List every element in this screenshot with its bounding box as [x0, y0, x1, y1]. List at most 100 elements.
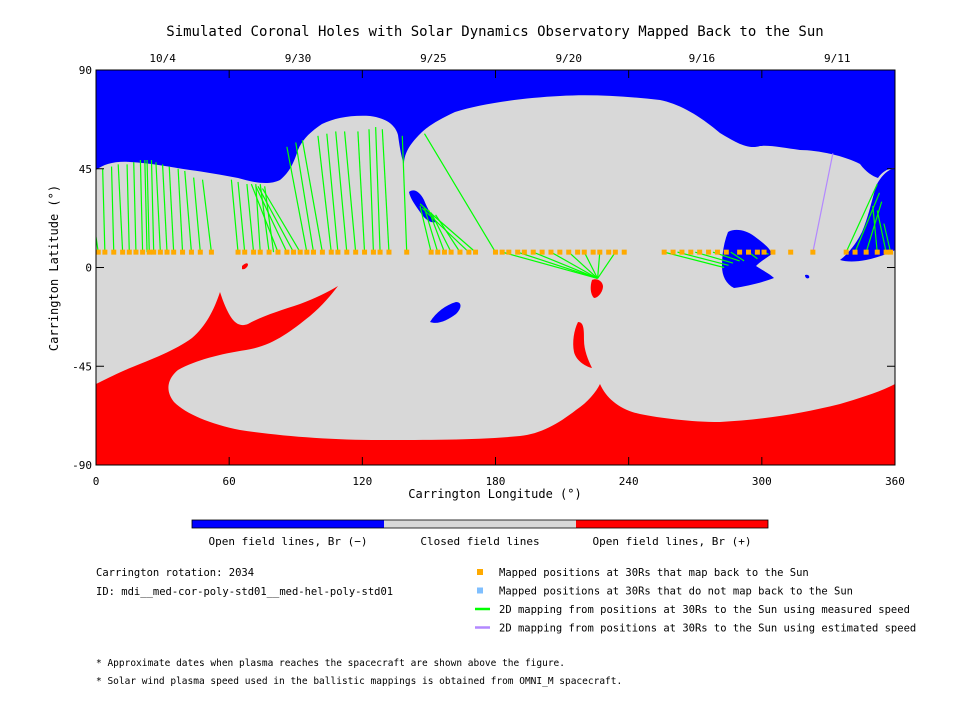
x-tick-label: 120 [352, 475, 372, 488]
mapped-position-marker [95, 249, 101, 255]
note-speed: * Solar wind plasma speed used in the ba… [96, 676, 622, 687]
mapped-position-marker [661, 249, 667, 255]
mapped-position-marker [344, 249, 350, 255]
measured-speed-mapping-line [876, 210, 887, 253]
mapped-position-marker [566, 249, 572, 255]
measured-speed-mapping-line [126, 164, 130, 253]
mapped-position-marker [435, 249, 441, 255]
mapped-position-marker [843, 249, 849, 255]
mapped-position-marker [146, 249, 152, 255]
mapped-position-marker [404, 249, 410, 255]
colorbar-segment [384, 520, 576, 528]
measured-speed-mapping-line [568, 251, 598, 279]
note-dates: * Approximate dates when plasma reaches … [96, 658, 565, 669]
mapped-position-marker [575, 249, 581, 255]
measured-speed-mapping-line [255, 184, 261, 253]
mapped-position-marker [386, 249, 392, 255]
colorbar-frame [191, 519, 769, 529]
mapped-position-marker [581, 249, 587, 255]
legend-label: Mapped positions at 30Rs that do not map… [499, 586, 853, 598]
measured-speed-mapping-line [597, 251, 616, 279]
measured-speed-mapping-line [146, 159, 150, 253]
axes: 0 60 120 180 240 300 360 90 45 0 -45 -90 [72, 64, 905, 488]
mapped-position-marker [697, 249, 703, 255]
y-tick-label: 90 [79, 64, 92, 77]
measured-speed-mapping-line [177, 168, 184, 253]
mapped-position-marker [120, 249, 126, 255]
measured-speed-mapping-line [583, 251, 599, 279]
top-date-labels: 10/4 9/30 9/25 9/20 9/16 9/11 [149, 52, 850, 65]
measured-speed-mapping-line [517, 251, 598, 280]
mapped-position-marker [235, 249, 241, 255]
mapped-position-marker [328, 249, 334, 255]
mapped-position-marker [788, 249, 794, 255]
coronal-hole-red-1 [590, 279, 603, 298]
mapped-position-marker [810, 249, 816, 255]
legend-label: 2D mapping from positions at 30Rs to the… [499, 623, 916, 635]
mapped-position-marker [257, 249, 263, 255]
mapped-position-marker [539, 249, 545, 255]
mapped-position-marker [493, 249, 498, 255]
mapped-position-marker [151, 249, 157, 255]
mapped-position-marker [621, 249, 627, 255]
measured-speed-mapping-line [257, 186, 295, 253]
mapped-position-marker [311, 249, 317, 255]
top-date-label: 9/11 [824, 52, 851, 65]
y-axis-label: Carrington Latitude (°) [47, 185, 61, 351]
mapped-position-marker [102, 249, 108, 255]
measured-speed-mapping-line [201, 179, 213, 253]
mapped-position-marker [188, 249, 194, 255]
measured-speed-mapping-line [368, 129, 375, 253]
measured-speed-mapping-line [533, 251, 598, 280]
measured-speed-mapping-line [161, 164, 168, 253]
measured-speed-mapping-line [230, 179, 239, 253]
colorbar: Open field lines, Br (−) Closed field lin… [191, 519, 769, 548]
measured-speed-mapping-line [117, 164, 124, 253]
measured-speed-mapping-line [865, 201, 883, 253]
mapped-position-marker [362, 249, 368, 255]
x-tick-label: 360 [885, 475, 905, 488]
mapped-position-marker [597, 249, 603, 255]
mapped-position-marker [746, 249, 752, 255]
mapped-position-marker [688, 249, 694, 255]
mapped-position-marker [164, 249, 170, 255]
mapped-position-marker [304, 249, 310, 255]
legend-square-marker [477, 569, 483, 575]
colorbar-label: Open field lines, Br (+) [593, 535, 752, 548]
measured-speed-mapping-line [343, 131, 357, 253]
measured-speed-mapping-line [357, 131, 366, 253]
mapped-position-marker [883, 249, 889, 255]
x-tick-label: 180 [486, 475, 506, 488]
estimated-speed-mapping-line [812, 153, 834, 253]
measured-speed-mapping-line [381, 129, 390, 253]
coronal-hole-blue-3 [722, 229, 774, 288]
measured-speed-mapping-line [677, 251, 729, 266]
measured-speed-mapping-line [596, 252, 601, 279]
mapped-position-marker [473, 249, 479, 255]
mapped-position-marker [548, 249, 554, 255]
mapped-position-marker [714, 249, 720, 255]
mapped-position-marker [723, 249, 729, 255]
measured-speed-mapping-line [261, 188, 301, 253]
measured-speed-mapping-line [421, 207, 470, 253]
measured-speed-mapping-line [144, 159, 148, 253]
x-tick-label: 300 [752, 475, 772, 488]
measured-speed-mapping-line [423, 133, 497, 253]
measured-speed-mapping-line [286, 146, 308, 253]
coronal-hole-red-3 [242, 263, 248, 270]
legend-label: 2D mapping from positions at 30Rs to the… [499, 604, 910, 616]
mapped-position-marker [428, 249, 434, 255]
mapped-position-marker [284, 249, 290, 255]
measured-speed-mapping-line [184, 170, 193, 253]
measured-speed-mapping-line [301, 140, 323, 253]
measured-speed-mapping-line [501, 251, 598, 280]
measured-speed-mapping-line [139, 159, 144, 253]
colorbar-label: Closed field lines [420, 535, 539, 548]
measured-speed-mapping-line [419, 205, 432, 253]
mapped-position-marker [706, 249, 712, 255]
colorbar-segment [576, 520, 768, 528]
coronal-hole-blue-5 [805, 274, 810, 279]
measured-speed-mapping-line [102, 168, 106, 253]
mapping-lines [96, 127, 892, 280]
measured-speed-mapping-line [730, 251, 745, 262]
